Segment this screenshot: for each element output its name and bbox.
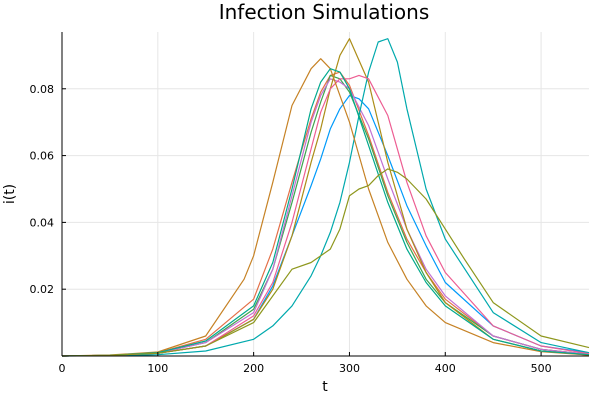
y-tick-label: 0.06 [30,150,55,163]
series-line-6 [61,38,590,357]
x-tick-label: 100 [147,362,168,375]
y-tick-label: 0.04 [30,216,55,229]
series-line-7 [61,74,590,357]
x-tick-label: 400 [435,362,456,375]
series-line-10 [61,168,590,357]
x-tick-label: 500 [531,362,552,375]
series-line-9 [61,68,590,357]
y-tick-label: 0.08 [30,83,55,96]
x-tick-label: 0 [59,362,66,375]
chart-title: Infection Simulations [219,0,430,24]
x-tick-label: 300 [339,362,360,375]
y-axis-label: i(t) [2,184,18,204]
x-tick-labels: 0 100 200 300 400 500 [59,362,552,375]
axes [61,32,589,357]
series-line-1 [61,94,590,357]
gridlines [62,32,589,356]
y-tick-label: 0.02 [30,283,55,296]
x-axis-label: t [322,379,328,395]
y-tick-labels: 0.02 0.04 0.06 0.08 [30,83,55,296]
series-line-2 [61,71,590,357]
x-tick-label: 200 [243,362,264,375]
series-lines [61,38,590,357]
series-line-8 [61,58,590,357]
